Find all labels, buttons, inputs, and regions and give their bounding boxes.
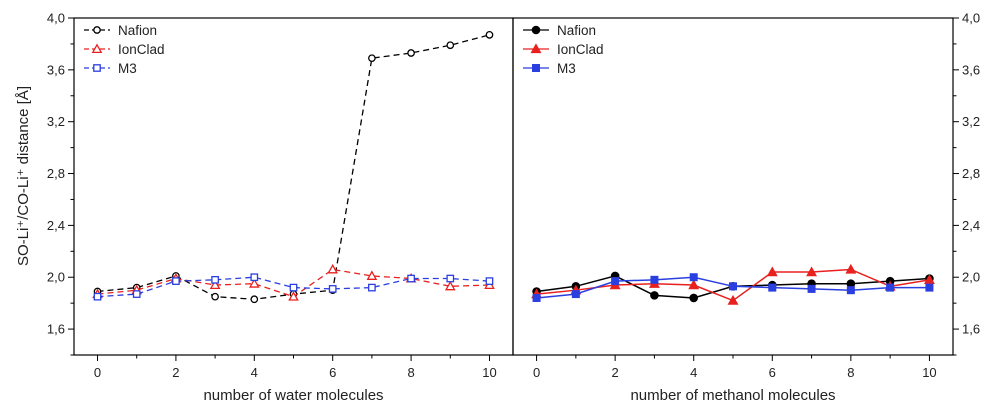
- data-point-ionclad: [845, 263, 857, 274]
- data-point-m3: [846, 286, 855, 295]
- x-axis-label: number of water molecules: [203, 387, 383, 404]
- x-tick-label: 4: [690, 365, 697, 380]
- data-point-ionclad: [444, 280, 456, 291]
- y-tick-label: 2,4: [47, 218, 65, 233]
- legend-label-m3: M3: [118, 61, 137, 76]
- x-axis-label: number of methanol molecules: [630, 387, 835, 404]
- data-point-nafion: [689, 293, 699, 303]
- legend-marker-ionclad: [530, 43, 542, 54]
- data-point-m3: [571, 290, 580, 299]
- data-point-ionclad: [288, 291, 299, 301]
- legend-marker-nafion: [531, 25, 541, 35]
- y-tick-label: 4,0: [47, 11, 65, 26]
- data-point-nafion: [250, 295, 259, 304]
- legend-label-nafion: Nafion: [557, 23, 596, 38]
- data-point-ionclad: [806, 266, 818, 277]
- x-tick-label: 6: [769, 365, 776, 380]
- x-tick-label: 10: [922, 365, 936, 380]
- y-tick-label: 3,2: [962, 114, 980, 129]
- data-point-m3: [172, 277, 180, 285]
- data-point-m3: [807, 284, 816, 293]
- data-point-nafion: [368, 54, 376, 63]
- data-point-m3: [407, 274, 415, 283]
- data-point-m3: [93, 292, 102, 301]
- data-point-ionclad: [327, 263, 339, 274]
- data-point-ionclad: [366, 270, 378, 280]
- x-tick-label: 8: [847, 365, 854, 380]
- data-point-ionclad: [727, 294, 739, 305]
- data-point-m3: [532, 293, 541, 302]
- data-point-m3: [729, 282, 737, 291]
- legend-marker-m3: [532, 64, 540, 72]
- data-point-m3: [650, 275, 659, 284]
- x-tick-label: 10: [482, 365, 496, 380]
- y-tick-label: 4,0: [962, 11, 980, 26]
- x-tick-label: 4: [251, 365, 258, 380]
- data-point-nafion: [446, 41, 455, 50]
- data-point-nafion: [211, 292, 219, 301]
- water-panel: 0 2 4 6 8 10 1,6 2,0 2,4 2,8 3,2 3,6 4,0 number of wa…: [47, 11, 514, 404]
- x-tick-label: 0: [533, 365, 540, 380]
- legend-label-nafion: Nafion: [118, 23, 157, 38]
- legend-label-ionclad: IonClad: [118, 42, 165, 57]
- data-point-m3: [886, 283, 895, 292]
- data-point-m3: [768, 283, 777, 292]
- y-tick-label: 1,6: [962, 322, 980, 337]
- y-tick-label: 3,2: [47, 114, 65, 129]
- y-tick-label: 2,8: [962, 166, 980, 181]
- data-point-m3: [368, 283, 376, 292]
- legend-label-m3: M3: [557, 61, 576, 76]
- y-tick-label: 2,0: [962, 270, 980, 285]
- x-tick-label: 8: [407, 365, 414, 380]
- methanol-panel: 0 2 4 6 8 10 1,6 2,0 2,4 2,8 3,2 3,6 4,0 number of me…: [512, 11, 980, 404]
- y-tick-label: 3,6: [962, 62, 980, 77]
- data-point-m3: [689, 273, 698, 282]
- legend-label-ionclad: IonClad: [557, 42, 604, 57]
- data-point-ionclad: [923, 274, 935, 285]
- y-tick-label: 1,6: [47, 322, 65, 337]
- data-point-ionclad: [209, 279, 221, 290]
- data-point-m3: [328, 285, 337, 293]
- data-point-m3: [446, 274, 455, 283]
- data-point-m3: [211, 275, 219, 284]
- y-tick-label: 2,0: [47, 270, 65, 285]
- data-point-m3: [289, 283, 298, 292]
- data-point-m3: [925, 283, 934, 292]
- data-point-ionclad: [766, 266, 778, 277]
- x-tick-label: 6: [329, 365, 336, 380]
- legend-marker-ionclad: [91, 43, 103, 54]
- data-point-m3: [132, 290, 141, 298]
- x-tick-label: 2: [172, 365, 179, 380]
- data-point-m3: [611, 277, 620, 286]
- y-tick-label: 2,8: [47, 166, 65, 181]
- data-point-nafion: [407, 49, 415, 57]
- series-line-m3: [97, 276, 490, 298]
- x-tick-label: 2: [612, 365, 619, 380]
- data-point-nafion: [650, 291, 659, 300]
- y-axis-label: SO-Li⁺/CO-Li⁺ distance [Å]: [15, 86, 32, 266]
- data-point-nafion: [485, 30, 494, 39]
- y-tick-label: 3,6: [47, 62, 65, 77]
- data-point-m3: [485, 277, 494, 285]
- data-point-ionclad: [688, 279, 700, 290]
- x-tick-label: 0: [94, 365, 101, 380]
- y-tick-label: 2,4: [962, 218, 980, 233]
- data-point-ionclad: [248, 278, 260, 288]
- data-point-m3: [250, 273, 259, 282]
- legend-marker-m3: [93, 64, 101, 72]
- legend-marker-nafion: [93, 26, 101, 34]
